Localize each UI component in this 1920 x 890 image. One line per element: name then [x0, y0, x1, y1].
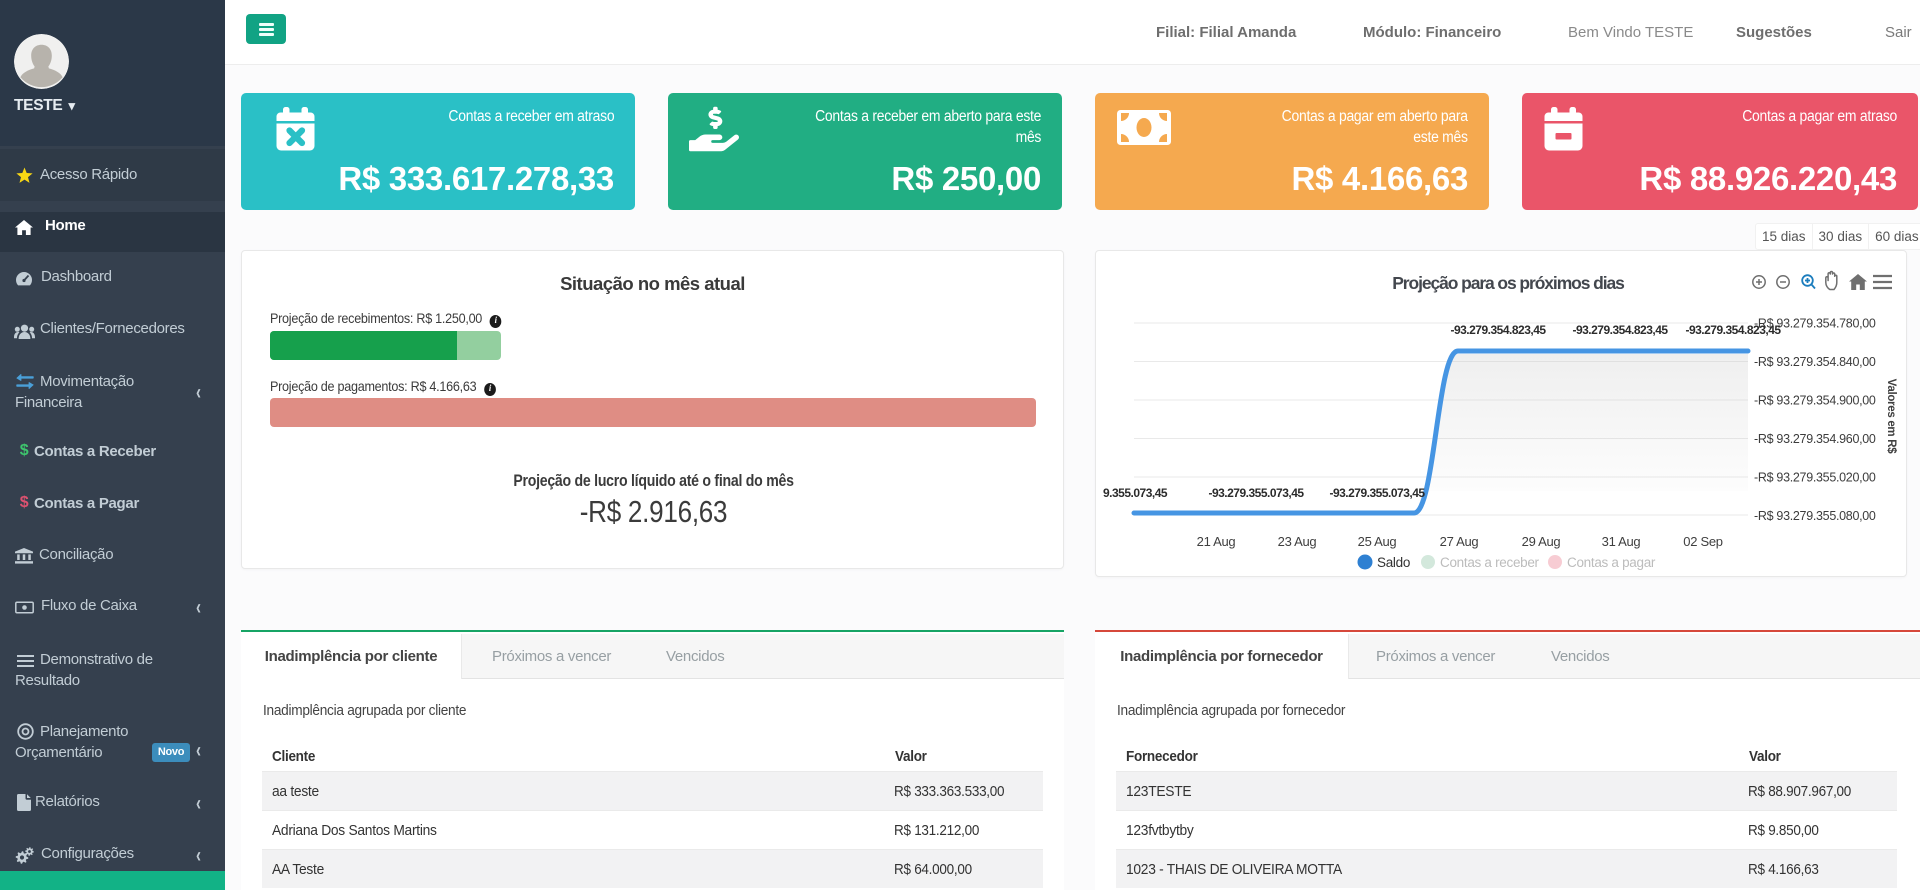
svg-text:-R$ 93.279.355.020,00: -R$ 93.279.355.020,00 [1754, 471, 1876, 485]
svg-text:-93.279.355.073,45: -93.279.355.073,45 [1208, 486, 1304, 500]
svg-text:21 Aug: 21 Aug [1197, 534, 1236, 549]
svg-text:27 Aug: 27 Aug [1440, 534, 1479, 549]
svg-text:23 Aug: 23 Aug [1278, 534, 1317, 549]
svg-text:31 Aug: 31 Aug [1602, 534, 1641, 549]
svg-text:29 Aug: 29 Aug [1522, 534, 1561, 549]
svg-text:-93.279.354.823,45: -93.279.354.823,45 [1450, 323, 1546, 337]
svg-text:Saldo: Saldo [1377, 555, 1410, 570]
svg-text:9.355.073,45: 9.355.073,45 [1103, 486, 1168, 500]
svg-text:-93.279.355.073,45: -93.279.355.073,45 [1329, 486, 1425, 500]
svg-text:-R$ 93.279.354.960,00: -R$ 93.279.354.960,00 [1754, 432, 1876, 446]
svg-text:-R$ 93.279.354.780,00: -R$ 93.279.354.780,00 [1754, 317, 1876, 331]
svg-text:-R$ 93.279.354.840,00: -R$ 93.279.354.840,00 [1754, 355, 1876, 369]
svg-text:25 Aug: 25 Aug [1358, 534, 1397, 549]
svg-text:Projeção para os próximos dias: Projeção para os próximos dias [1392, 273, 1625, 293]
svg-text:-R$ 93.279.355.080,00: -R$ 93.279.355.080,00 [1754, 509, 1876, 523]
svg-text:-R$ 93.279.354.900,00: -R$ 93.279.354.900,00 [1754, 394, 1876, 408]
svg-text:Contas a receber: Contas a receber [1440, 555, 1540, 570]
svg-text:Valores em R$: Valores em R$ [1885, 379, 1897, 455]
svg-text:-93.279.354.823,45: -93.279.354.823,45 [1685, 323, 1781, 337]
svg-text:-93.279.354.823,45: -93.279.354.823,45 [1572, 323, 1668, 337]
svg-text:Contas a pagar: Contas a pagar [1567, 555, 1656, 570]
svg-text:02 Sep: 02 Sep [1683, 534, 1722, 549]
